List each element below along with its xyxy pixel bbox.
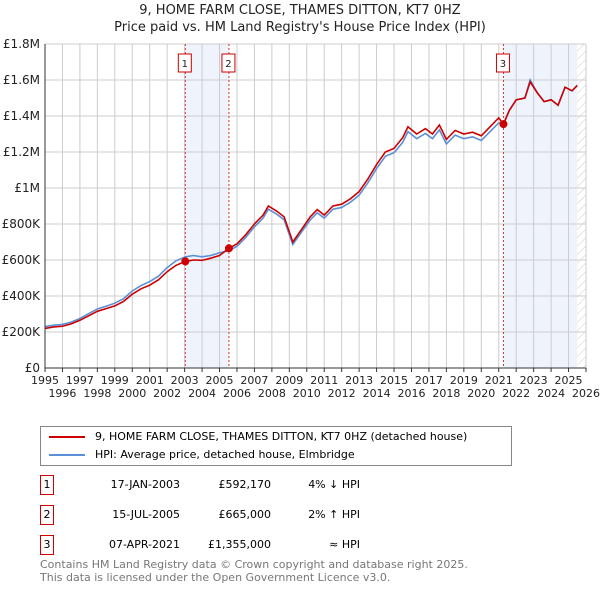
x-tick-label: 2013 <box>345 374 373 387</box>
x-tick-label: 2017 <box>415 374 443 387</box>
x-tick-label: 2010 <box>293 387 321 400</box>
x-tick-label: 1998 <box>83 387 111 400</box>
x-tick-label: 2014 <box>363 387 391 400</box>
x-tick-label: 2021 <box>485 374 513 387</box>
x-tick-label: 1996 <box>48 387 76 400</box>
y-tick-label: £0 <box>25 361 40 375</box>
x-tick-label: 2008 <box>258 387 286 400</box>
transaction-hpi: 2% ↑ HPI <box>308 508 360 521</box>
y-tick-label: £1.6M <box>3 73 40 87</box>
transaction-date: 07-APR-2021 <box>108 538 180 551</box>
forecast-hatch <box>577 44 586 368</box>
x-tick-label: 2003 <box>171 374 199 387</box>
legend-swatch-property <box>49 435 85 438</box>
sale-point <box>499 120 508 129</box>
chart-title: 9, HOME FARM CLOSE, THAMES DITTON, KT7 0… <box>139 3 461 18</box>
footer: Contains HM Land Registry data © Crown c… <box>40 558 468 584</box>
transaction-row: 2 15-JUL-2005 £665,000 2% ↑ HPI <box>40 505 440 525</box>
y-tick-label: £800K <box>2 217 42 231</box>
y-tick-label: £1.4M <box>3 109 40 123</box>
x-tick-label: 2012 <box>328 387 356 400</box>
x-tick-label: 1999 <box>101 374 129 387</box>
x-tick-label: 2016 <box>397 387 425 400</box>
legend-label-hpi: HPI: Average price, detached house, Elmb… <box>95 448 355 461</box>
transaction-price: £665,000 <box>218 508 272 521</box>
transaction-row: 3 07-APR-2021 £1,355,000 ≈ HPI <box>40 535 440 555</box>
legend-label-property: 9, HOME FARM CLOSE, THAMES DITTON, KT7 0… <box>95 430 468 443</box>
transaction-hpi: 4% ↓ HPI <box>308 478 360 491</box>
y-tick-label: £400K <box>2 289 42 303</box>
sale-label: 3 <box>500 59 506 70</box>
sale-label: 2 <box>225 59 231 70</box>
x-tick-label: 2025 <box>555 374 583 387</box>
x-tick-label: 2019 <box>450 374 478 387</box>
y-tick-label: £600K <box>2 253 42 267</box>
sale-point <box>224 244 233 253</box>
x-tick-label: 2018 <box>432 387 460 400</box>
x-tick-label: 2005 <box>206 374 234 387</box>
hpi-series-line <box>44 77 578 328</box>
x-tick-label: 2009 <box>275 374 303 387</box>
transaction-number: 2 <box>40 505 54 525</box>
transaction-date: 17-JAN-2003 <box>110 478 180 491</box>
plot-area: 1995199619971998199920002001200220032004… <box>2 37 600 400</box>
x-tick-label: 2022 <box>502 387 530 400</box>
y-tick-label: £200K <box>2 325 42 339</box>
sale-label-box <box>495 53 510 73</box>
sale-point <box>181 257 190 266</box>
x-tick-label: 2011 <box>310 374 338 387</box>
transaction-price: £1,355,000 <box>208 538 271 551</box>
x-tick-label: 1995 <box>31 374 59 387</box>
shaded-period <box>503 44 578 368</box>
sale-label-box <box>177 53 192 73</box>
transaction-number: 1 <box>40 475 54 495</box>
transaction-row: 1 17-JAN-2003 £592,170 4% ↓ HPI <box>40 475 440 495</box>
sale-label-box <box>221 53 236 73</box>
chart-subtitle: Price paid vs. HM Land Registry's House … <box>114 20 486 35</box>
shaded-period <box>185 44 229 368</box>
x-tick-label: 2024 <box>537 387 565 400</box>
property-series-line <box>44 79 578 330</box>
footer-line: This data is licensed under the Open Gov… <box>40 571 391 584</box>
transaction-number: 3 <box>40 535 54 555</box>
transaction-hpi: ≈ HPI <box>329 538 360 551</box>
y-tick-label: £1.8M <box>3 37 40 51</box>
x-tick-label: 2000 <box>118 387 146 400</box>
x-tick-label: 2006 <box>223 387 251 400</box>
y-tick-label: £1M <box>14 181 40 195</box>
x-tick-label: 2007 <box>240 374 268 387</box>
x-tick-label: 2015 <box>380 374 408 387</box>
sale-label: 1 <box>182 59 188 70</box>
x-tick-label: 2026 <box>572 387 600 400</box>
x-tick-label: 2020 <box>467 387 495 400</box>
x-tick-label: 2002 <box>153 387 181 400</box>
footer-line: Contains HM Land Registry data © Crown c… <box>40 558 468 571</box>
x-tick-label: 1997 <box>66 374 94 387</box>
x-tick-label: 2023 <box>520 374 548 387</box>
transaction-price: £592,170 <box>218 478 272 491</box>
legend: 9, HOME FARM CLOSE, THAMES DITTON, KT7 0… <box>40 426 512 466</box>
transaction-date: 15-JUL-2005 <box>112 508 180 521</box>
y-tick-label: £1.2M <box>3 145 40 159</box>
x-tick-label: 2001 <box>136 374 164 387</box>
legend-swatch-hpi <box>49 453 85 456</box>
x-tick-label: 2004 <box>188 387 216 400</box>
